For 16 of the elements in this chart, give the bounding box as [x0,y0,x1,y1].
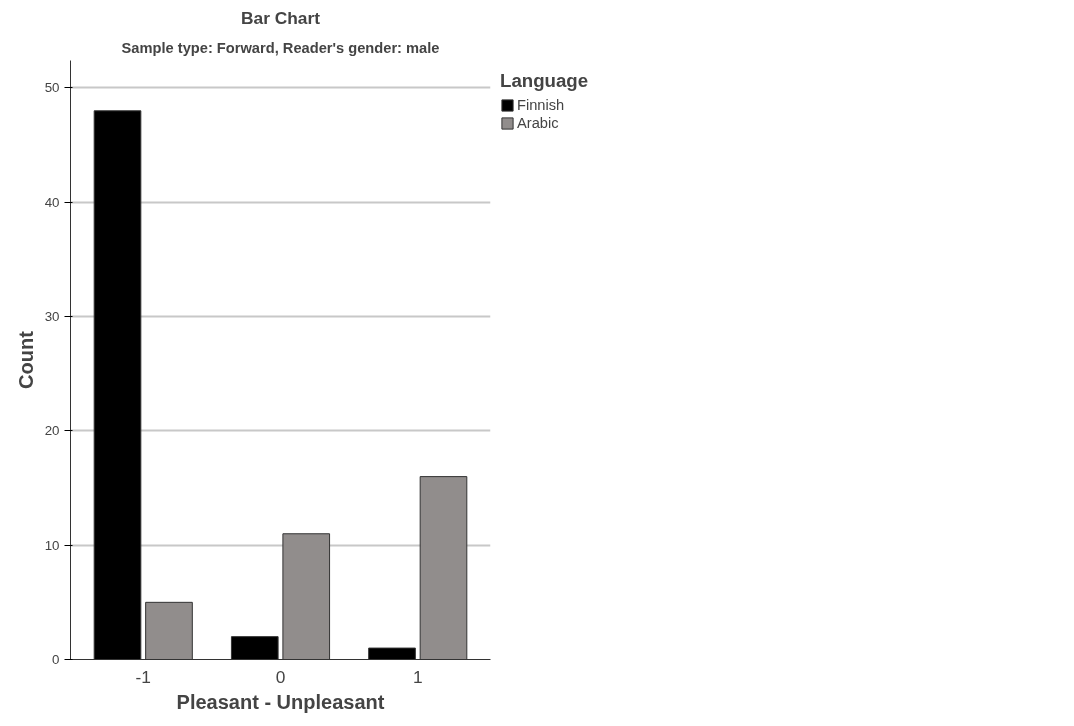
legend-label: Arabic [517,115,559,131]
x-axis-title: Pleasant - Unpleasant [176,690,385,713]
chart-subtitle: Sample type: Forward, Reader's gender: male [121,39,440,56]
y-tick-label: 50 [44,80,60,96]
legend-label: Finnish [517,97,565,113]
y-tick-label: 20 [44,423,60,439]
y-tick-label: 40 [44,194,60,210]
y-tick-label: 30 [44,309,60,325]
x-tick-label: 1 [412,666,423,687]
legend-title: Language [500,70,589,92]
y-axis-title: Count [14,330,37,389]
x-tick-label: -1 [135,666,151,687]
y-tick-label: 10 [44,537,60,553]
chart-title: Bar Chart [241,7,321,28]
x-tick-label: 0 [275,666,286,687]
y-tick-label: 0 [52,652,60,667]
